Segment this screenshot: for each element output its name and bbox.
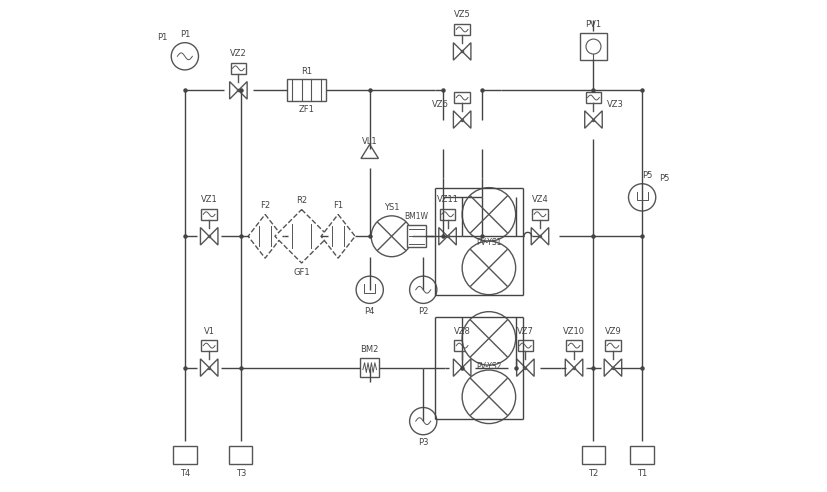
Text: T3: T3 bbox=[236, 469, 246, 478]
Text: VZ6: VZ6 bbox=[432, 100, 448, 109]
Text: PV-YS1: PV-YS1 bbox=[476, 238, 502, 247]
Circle shape bbox=[462, 370, 516, 424]
Text: VZ1: VZ1 bbox=[201, 195, 218, 204]
Circle shape bbox=[629, 184, 656, 211]
Text: T2: T2 bbox=[588, 469, 599, 478]
Bar bbox=[229, 446, 252, 464]
Circle shape bbox=[409, 407, 437, 435]
Text: T1: T1 bbox=[637, 469, 648, 478]
Text: T4: T4 bbox=[179, 469, 190, 478]
Text: VZ9: VZ9 bbox=[605, 327, 621, 336]
Polygon shape bbox=[248, 215, 282, 258]
Bar bbox=[630, 446, 654, 464]
Circle shape bbox=[462, 241, 516, 295]
Text: P1: P1 bbox=[157, 32, 168, 42]
Bar bbox=[518, 340, 533, 351]
Text: P1: P1 bbox=[179, 31, 190, 39]
Bar bbox=[173, 446, 197, 464]
Circle shape bbox=[462, 311, 516, 365]
Bar bbox=[605, 340, 621, 351]
Text: F2: F2 bbox=[260, 201, 270, 210]
Bar bbox=[533, 209, 547, 219]
Text: VZ7: VZ7 bbox=[517, 327, 533, 336]
Text: VZ8: VZ8 bbox=[454, 327, 471, 336]
Circle shape bbox=[462, 187, 516, 241]
Bar bbox=[202, 340, 217, 351]
Text: VZ10: VZ10 bbox=[563, 327, 585, 336]
Text: R1: R1 bbox=[301, 66, 312, 75]
Text: YS1: YS1 bbox=[384, 203, 399, 212]
Bar bbox=[566, 340, 582, 351]
Text: P4: P4 bbox=[365, 307, 375, 316]
Bar bbox=[454, 92, 470, 103]
Bar bbox=[454, 24, 470, 35]
Text: V1: V1 bbox=[203, 327, 215, 336]
Text: GF1: GF1 bbox=[294, 268, 310, 277]
Text: PV-YS2: PV-YS2 bbox=[476, 362, 502, 370]
Polygon shape bbox=[361, 145, 379, 158]
Polygon shape bbox=[275, 210, 328, 263]
Text: P2: P2 bbox=[418, 307, 428, 316]
Circle shape bbox=[171, 43, 198, 70]
Text: P5: P5 bbox=[642, 171, 653, 181]
Text: ZF1: ZF1 bbox=[299, 105, 314, 114]
Text: P3: P3 bbox=[418, 438, 428, 447]
Circle shape bbox=[409, 276, 437, 304]
Text: BM1W: BM1W bbox=[404, 213, 428, 221]
Text: PV1: PV1 bbox=[586, 20, 601, 30]
Text: VZ5: VZ5 bbox=[454, 10, 471, 19]
Text: BM2: BM2 bbox=[361, 345, 379, 354]
Text: VZ4: VZ4 bbox=[532, 195, 548, 204]
Text: F1: F1 bbox=[333, 201, 343, 210]
Bar bbox=[361, 358, 379, 377]
Bar bbox=[454, 340, 470, 351]
Text: VL1: VL1 bbox=[362, 137, 378, 146]
Bar bbox=[440, 209, 456, 219]
Bar bbox=[202, 209, 217, 219]
Bar bbox=[287, 79, 326, 101]
Bar bbox=[582, 446, 605, 464]
Bar bbox=[586, 92, 601, 103]
Polygon shape bbox=[321, 215, 355, 258]
Text: P5: P5 bbox=[659, 174, 670, 183]
Bar bbox=[231, 63, 246, 74]
Text: VZ3: VZ3 bbox=[607, 100, 624, 109]
Circle shape bbox=[371, 216, 412, 257]
Text: R2: R2 bbox=[296, 196, 307, 205]
Text: VZ11: VZ11 bbox=[437, 195, 458, 204]
Bar bbox=[407, 225, 426, 247]
Text: VZ2: VZ2 bbox=[230, 49, 246, 58]
Bar bbox=[580, 33, 607, 60]
Circle shape bbox=[356, 276, 384, 304]
